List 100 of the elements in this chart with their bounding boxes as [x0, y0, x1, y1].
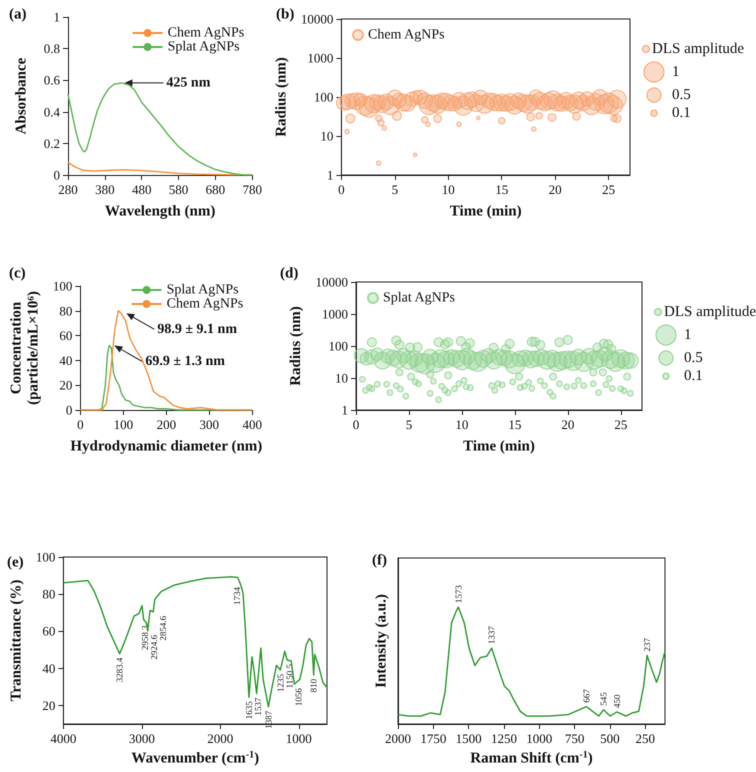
y-tick-label: 100	[328, 338, 348, 354]
y-tick-label: 0.4	[44, 104, 60, 120]
x-tick-label: 25	[614, 417, 628, 432]
annotation: 1056	[293, 688, 304, 706]
x-tick-label: 750	[564, 731, 584, 746]
x-tick-label: 15	[508, 417, 522, 432]
y-tick-label: 40	[42, 660, 56, 676]
legend-label: Chem AgNPs	[168, 26, 244, 40]
x-tick-label: 20	[548, 182, 562, 197]
y-tick-label: 100	[52, 278, 72, 294]
y-tick-label: 0	[66, 402, 72, 418]
x-axis-title: Time (min)	[450, 204, 522, 220]
y-axis-title: Transmittance (%)	[8, 580, 24, 702]
y-tick-label: 1	[54, 10, 60, 24]
x-tick-label: 2000	[207, 731, 234, 746]
annotation: 1537	[252, 697, 263, 716]
annotation: 2924.6	[149, 634, 160, 660]
x-tick-label: 580	[168, 182, 188, 197]
legend-title: DLS amplitude	[652, 41, 744, 57]
y-tick-label: 80	[42, 586, 56, 602]
y-tick-label: 0.6	[44, 72, 60, 88]
legend-label: 0.5	[684, 350, 703, 366]
y-axis-title: Absorbance	[14, 57, 30, 134]
y-tick-label: 60	[42, 624, 56, 639]
y-tick-label: 60	[59, 328, 72, 344]
x-tick-label: 3000	[128, 731, 155, 746]
y-tick-label: 1	[342, 402, 348, 418]
legend-title: DLS amplitude	[664, 304, 756, 320]
legend-label: Chem AgNPs	[368, 28, 445, 42]
y-tick-label: 1	[326, 168, 334, 182]
annotation: 3283.4	[114, 657, 125, 682]
y-tick-label: 10	[335, 370, 348, 386]
annotation: 667	[581, 688, 592, 703]
x-tick-label: 1750	[420, 731, 446, 746]
y-tick-label: 1000	[322, 306, 348, 322]
x-tick-label: 250	[635, 731, 655, 746]
x-tick-label: 280	[58, 182, 78, 197]
y-axis-title: Intensity (a.u.)	[374, 594, 390, 688]
legend-label: Splat AgNPs	[166, 282, 239, 298]
y-tick-label: 40	[59, 352, 72, 368]
y-tick-label: 0	[54, 168, 60, 182]
x-tick-label: 1000	[526, 731, 552, 746]
y-tick-label: 10	[320, 128, 334, 144]
x-tick-label: 200	[156, 417, 176, 432]
y-tick-label: 100	[314, 90, 334, 104]
annotation: 69.9 ± 1.3 nm	[145, 354, 226, 370]
x-tick-label: 20	[561, 417, 574, 432]
legend-label: Chem AgNPs	[166, 296, 244, 312]
y-tick-label: 10000	[316, 274, 348, 290]
y-axis-title: Concentration (particle/mL×10⁶)	[8, 291, 42, 405]
chart-title: (a)	[9, 6, 26, 22]
x-tick-label: 5	[392, 182, 398, 197]
x-tick-label: 400	[242, 417, 262, 432]
x-tick-label: 1000	[286, 731, 312, 746]
chart-title: (c)	[9, 266, 26, 282]
legend-label: Splat AgNPs	[383, 290, 455, 306]
legend-label: 0.5	[672, 87, 691, 104]
y-tick-label: 0.2	[44, 136, 60, 151]
annotation: 810	[308, 678, 319, 692]
legend-label: 1	[672, 64, 680, 80]
annotation: 425 nm	[166, 75, 211, 90]
x-tick-label: 0	[77, 417, 84, 432]
x-tick-label: 10	[455, 417, 468, 432]
chart-title: (d)	[280, 266, 298, 282]
y-tick-label: 20	[59, 378, 72, 393]
x-axis-title: Hydrodynamic diameter (nm)	[70, 438, 262, 454]
chart-title: (f)	[372, 552, 387, 568]
x-tick-label: 100	[114, 417, 134, 432]
y-tick-label: 1000	[307, 50, 334, 66]
x-tick-label: 480	[132, 182, 152, 197]
annotation: 2854.6	[158, 615, 168, 641]
annotation: 237	[642, 637, 652, 652]
x-tick-label: 780	[242, 182, 262, 197]
x-tick-label: 500	[600, 731, 620, 746]
x-tick-label: 300	[200, 417, 220, 432]
x-axis-title: Time (min)	[463, 438, 535, 454]
y-tick-label: 0.8	[44, 41, 60, 56]
y-tick-label: 100	[36, 550, 56, 564]
legend-label: 1	[684, 327, 692, 343]
y-axis-title: Radius (nm)	[288, 306, 304, 386]
annotation: 98.9 ± 9.1 nm	[157, 322, 238, 337]
x-tick-label: 15	[495, 182, 508, 197]
x-tick-label: 25	[602, 182, 616, 197]
annotation: 1235	[275, 674, 286, 692]
x-tick-label: 680	[206, 182, 226, 197]
y-tick-label: 80	[59, 303, 72, 318]
legend-label: Splat AgNPs	[168, 40, 240, 54]
x-tick-label: 380	[95, 182, 115, 197]
x-tick-label: 1250	[490, 731, 517, 746]
annotation: 1635	[244, 700, 254, 720]
x-tick-label: 4000	[50, 731, 76, 746]
annotation: 1337	[486, 626, 497, 644]
x-tick-label: 2000	[385, 731, 411, 746]
x-tick-label: 10	[442, 182, 455, 197]
y-tick-label: 20	[42, 698, 56, 713]
annotation: 1573	[453, 584, 464, 604]
x-tick-label: 0	[352, 417, 360, 432]
chart-title: (b)	[276, 6, 294, 22]
legend-label: 0.1	[672, 105, 691, 122]
x-tick-label: 1500	[456, 731, 482, 746]
